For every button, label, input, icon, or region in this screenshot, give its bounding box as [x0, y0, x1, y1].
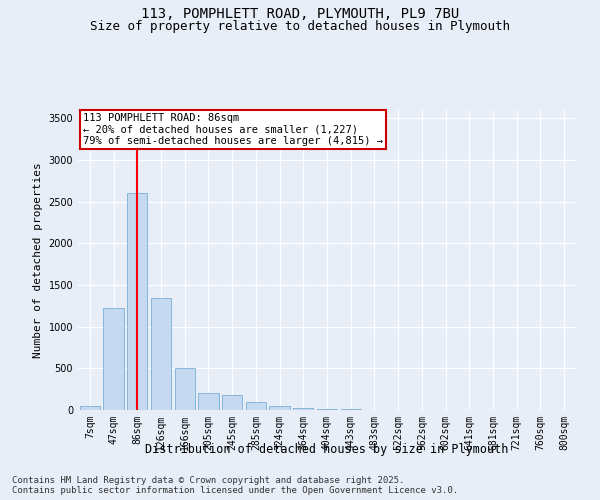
Text: Distribution of detached houses by size in Plymouth: Distribution of detached houses by size … [145, 442, 509, 456]
Bar [199, 394, 218, 410]
Bar [127, 194, 148, 410]
Text: Size of property relative to detached houses in Plymouth: Size of property relative to detached ho… [90, 20, 510, 33]
Text: Contains HM Land Registry data © Crown copyright and database right 2025.
Contai: Contains HM Land Registry data © Crown c… [12, 476, 458, 495]
Bar [222, 396, 242, 410]
Bar [246, 402, 266, 410]
Bar [103, 308, 124, 410]
Bar [175, 368, 195, 410]
Bar [151, 298, 171, 410]
Text: 113, POMPHLETT ROAD, PLYMOUTH, PL9 7BU: 113, POMPHLETT ROAD, PLYMOUTH, PL9 7BU [141, 8, 459, 22]
Bar [80, 406, 100, 410]
Text: 113 POMPHLETT ROAD: 86sqm
← 20% of detached houses are smaller (1,227)
79% of se: 113 POMPHLETT ROAD: 86sqm ← 20% of detac… [83, 113, 383, 146]
Bar [317, 409, 337, 410]
Bar [269, 406, 290, 410]
Bar [293, 408, 313, 410]
Y-axis label: Number of detached properties: Number of detached properties [33, 162, 43, 358]
